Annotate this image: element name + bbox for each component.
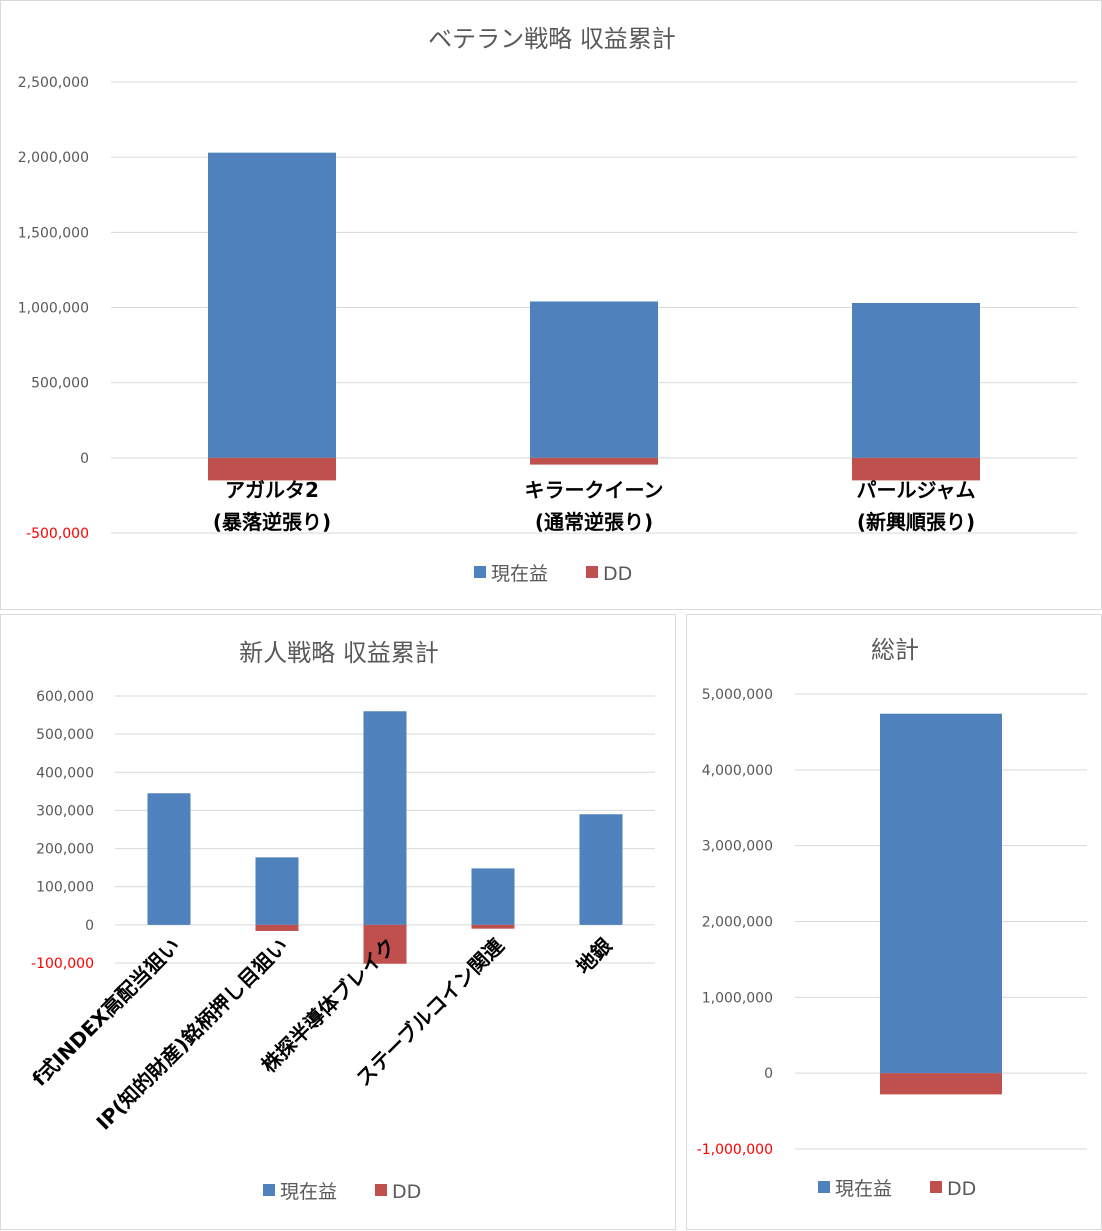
legend-label-profit: 現在益 — [280, 1181, 337, 1203]
legend-label-dd: DD — [603, 563, 632, 585]
y-tick-label: 1,000,000 — [702, 990, 773, 1006]
y-tick-label: 200,000 — [36, 842, 94, 858]
category-label: (新興順張り) — [857, 510, 975, 534]
bar-dd — [852, 457, 980, 481]
y-tick-label: -500,000 — [26, 526, 89, 542]
bar-profit — [147, 793, 191, 925]
y-tick-label: 1,000,000 — [18, 301, 89, 317]
legend-label-profit: 現在益 — [491, 563, 548, 585]
y-tick-label: 100,000 — [36, 880, 94, 896]
y-tick-label: 600,000 — [36, 689, 94, 705]
bar-dd — [530, 457, 658, 465]
veteran-legend: 現在益 DD — [474, 563, 632, 585]
y-tick-label: 0 — [764, 1066, 773, 1082]
legend-swatch-dd — [930, 1181, 942, 1193]
newcomer-legend: 現在益 DD — [263, 1181, 421, 1203]
y-tick-label: 1,500,000 — [18, 225, 89, 241]
category-label: アガルタ2 — [225, 478, 319, 502]
category-label: (通常逆張り) — [535, 510, 653, 534]
legend-swatch-dd — [375, 1184, 387, 1196]
bar-profit — [530, 301, 658, 458]
newcomer-chart-svg: 新人戦略 収益累計 600,000 500,000 400,000 300,000 200… — [27, 639, 655, 1203]
legend-swatch-profit — [818, 1181, 830, 1193]
bar-profit — [880, 713, 1002, 1074]
veteran-chart-svg: ベテラン戦略 収益累計 2,500,000 2,000,000 1,500,000 1,… — [18, 25, 1077, 585]
total-chart: 総計 5,000,000 4,000,000 3,000,000 2,000,000 1,… — [686, 614, 1102, 1230]
bar-dd — [471, 924, 515, 929]
bar-dd — [208, 457, 336, 481]
newcomer-chart-title: 新人戦略 収益累計 — [239, 639, 439, 667]
y-tick-label: 400,000 — [36, 765, 94, 781]
total-chart-title: 総計 — [871, 636, 919, 664]
category-label: IP(知的財産)銘柄押し目狙い — [91, 933, 292, 1134]
y-tick-label: 0 — [85, 918, 94, 934]
y-tick-label: 300,000 — [36, 803, 94, 819]
y-tick-label: 0 — [80, 451, 89, 467]
bar-dd — [255, 924, 299, 931]
category-label: 地銀 — [571, 933, 616, 978]
bar-profit — [363, 711, 407, 925]
y-tick-label: 3,000,000 — [702, 839, 773, 855]
y-tick-label: 4,000,000 — [702, 763, 773, 779]
y-tick-label: -100,000 — [31, 956, 94, 972]
bar-profit — [852, 302, 980, 458]
y-tick-label: 500,000 — [36, 727, 94, 743]
veteran-strategy-chart: ベテラン戦略 収益累計 2,500,000 2,000,000 1,500,000 1,… — [0, 0, 1102, 610]
bar-profit — [471, 868, 515, 925]
bar-profit — [255, 857, 299, 925]
total-legend: 現在益 DD — [818, 1178, 976, 1200]
y-tick-label: 2,000,000 — [702, 915, 773, 931]
veteran-chart-title: ベテラン戦略 収益累計 — [428, 25, 676, 53]
bar-dd — [363, 924, 407, 964]
y-tick-label: -1,000,000 — [697, 1142, 773, 1158]
bar-profit — [579, 814, 623, 925]
total-chart-svg: 総計 5,000,000 4,000,000 3,000,000 2,000,000 1,… — [697, 636, 1087, 1200]
y-tick-label: 500,000 — [31, 376, 89, 392]
legend-label-dd: DD — [392, 1181, 421, 1203]
y-tick-label: 2,500,000 — [18, 75, 89, 91]
legend-label-dd: DD — [947, 1178, 976, 1200]
y-tick-label: 2,000,000 — [18, 150, 89, 166]
bar-profit — [208, 152, 336, 458]
category-label: パールジャム — [857, 478, 976, 502]
category-label: キラークイーン — [525, 478, 664, 502]
legend-swatch-profit — [474, 566, 486, 578]
bar-dd — [880, 1073, 1002, 1095]
y-tick-label: 5,000,000 — [702, 687, 773, 703]
legend-swatch-dd — [586, 566, 598, 578]
legend-label-profit: 現在益 — [835, 1178, 892, 1200]
legend-swatch-profit — [263, 1184, 275, 1196]
category-label: (暴落逆張り) — [213, 510, 331, 534]
newcomer-strategy-chart: 新人戦略 収益累計 600,000 500,000 400,000 300,000 200… — [0, 614, 676, 1230]
